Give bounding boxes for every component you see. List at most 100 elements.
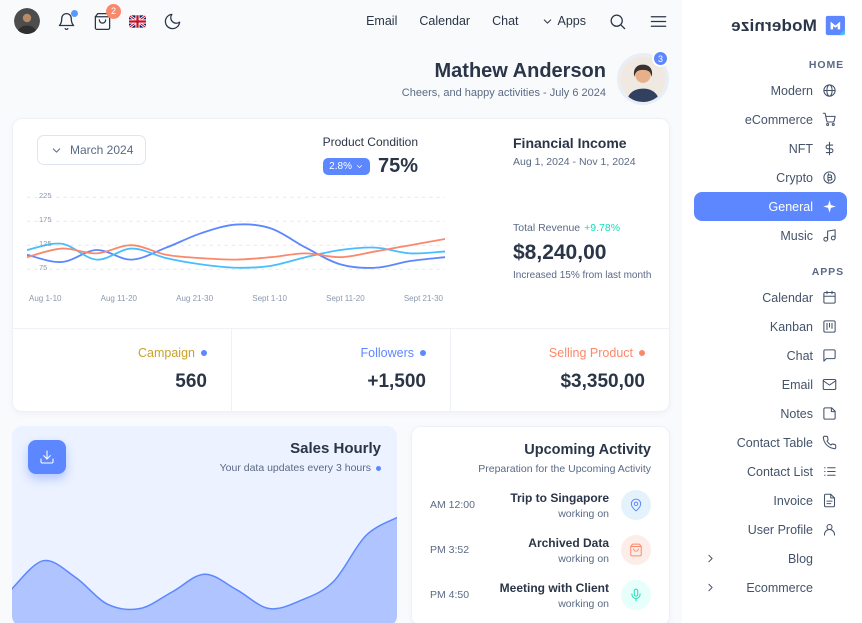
dollar-icon: [822, 141, 837, 156]
sidebar-item-notes[interactable]: Notes: [694, 399, 847, 428]
sidebar-item-label: NFT: [788, 141, 813, 156]
sidebar-item-label: Modern: [770, 83, 813, 98]
sidebar-item-chat[interactable]: Chat: [694, 341, 847, 370]
kanban-icon: [822, 319, 837, 334]
upcoming-activity-card: Upcoming Activity Preparation for the Up…: [411, 426, 670, 623]
nav-apps[interactable]: Apps: [541, 14, 586, 28]
profile-name-block: Mathew Anderson Cheers, and happy activi…: [402, 60, 606, 99]
product-condition-label: Product Condition: [322, 135, 418, 149]
list-item[interactable]: PM 4:50 Meeting with Client working on: [430, 580, 651, 610]
badge-value: 2.8%: [329, 161, 352, 172]
logo[interactable]: Modernize: [731, 14, 847, 37]
logo-text: Modernize: [731, 15, 817, 35]
sales-subtitle: Your data updates every 3 hours: [219, 462, 371, 474]
card-title: Sales Hourly: [290, 440, 381, 457]
list-item[interactable]: AM 12:00 Trip to Singapore working on: [430, 490, 651, 520]
month-selector-label: March 2024: [70, 143, 134, 157]
menu-button[interactable]: [649, 12, 668, 31]
profile-avatar[interactable]: 3: [620, 50, 669, 102]
coin-icon: [822, 170, 837, 185]
sidebar-item-email[interactable]: Email: [694, 370, 847, 399]
card-title: Financial Income: [513, 135, 627, 151]
sidebar-item-label: eCommerce: [744, 112, 813, 127]
y-tick: 225: [39, 191, 52, 200]
financial-chart-svg: [27, 196, 445, 270]
cart-icon: [822, 112, 837, 127]
revenue-delta: +9.78%: [584, 222, 621, 234]
blue-dot: [376, 465, 381, 471]
x-tick: Aug 1-10: [29, 294, 62, 303]
sidebar-item-label: User Profile: [747, 522, 813, 537]
page-title: Mathew Anderson: [434, 59, 607, 82]
activity-heading: Upcoming Activity Preparation for the Up…: [430, 442, 651, 475]
hamburger-icon: [649, 12, 668, 31]
topbar: 2 Email Calendar Chat: [0, 0, 682, 42]
sidebar-item-contact-list[interactable]: Contact List: [694, 457, 847, 486]
chevron-right-icon: [704, 581, 717, 594]
sidebar-item-ecommerce[interactable]: eCommerce: [694, 105, 847, 134]
activity-time: AM 12:00: [430, 499, 475, 511]
sales-area-chart: [12, 509, 397, 623]
language-button[interactable]: [129, 14, 146, 28]
theme-toggle[interactable]: [163, 12, 182, 31]
notification-dot: [71, 9, 78, 17]
cart-button[interactable]: 2: [93, 3, 121, 31]
chevron-down-icon: [541, 15, 554, 28]
sales-heading: Sales Hourly Your data updates every 3 h…: [220, 440, 381, 474]
activity-title: Trip to Singapore: [510, 490, 609, 505]
sidebar-item-blog[interactable]: Blog: [694, 544, 847, 573]
sidebar-item-general[interactable]: General: [694, 192, 847, 221]
finance-card-header: March 2024 Product Condition 2.8% 75%: [13, 119, 669, 180]
x-tick: Sept 21-30: [403, 294, 443, 303]
sidebar-item-nft[interactable]: NFT: [694, 134, 847, 163]
calendar-icon: [822, 290, 837, 305]
activity-status: working on: [558, 552, 609, 565]
chevron-down-icon: [50, 144, 63, 157]
sidebar-item-calendar[interactable]: Calendar: [694, 283, 847, 312]
sidebar-item-ecommerce-app[interactable]: Ecommerce: [694, 573, 847, 602]
download-button[interactable]: [28, 440, 66, 474]
main-area: 2 Email Calendar Chat: [0, 0, 682, 623]
x-tick: Sept 11-20: [326, 294, 365, 303]
chat-bubble-icon: [822, 348, 837, 363]
search-icon: [608, 12, 627, 31]
sidebar-item-invoice[interactable]: Invoice: [694, 486, 847, 515]
notifications-button[interactable]: [57, 9, 78, 31]
product-condition-badge[interactable]: 2.8%: [323, 158, 370, 175]
sidebar-item-label: General: [768, 199, 813, 214]
sidebar-item-crypto[interactable]: Crypto: [694, 163, 847, 192]
sidebar-item-kanban[interactable]: Kanban: [694, 312, 847, 341]
sidebar-item-modern[interactable]: Modern: [694, 76, 847, 105]
activity-subtitle: Preparation for the Upcoming Activity: [478, 463, 651, 475]
stat-value: 560: [175, 371, 207, 392]
moon-icon: [163, 12, 182, 31]
sidebar-item-label: Notes: [780, 406, 813, 421]
sidebar-section-apps: APPS: [811, 266, 844, 278]
nav-chat[interactable]: Chat: [492, 14, 519, 28]
note-icon: [822, 406, 837, 421]
stat-dot: [639, 350, 645, 356]
x-tick: Sept 1-10: [252, 294, 287, 303]
sidebar-item-label: Music: [780, 228, 813, 243]
topbar-left: 2: [14, 3, 182, 34]
search-button[interactable]: [608, 12, 627, 31]
user-avatar[interactable]: [14, 8, 40, 34]
stat-followers: Followers +1,500: [231, 329, 450, 411]
nav-email[interactable]: Email: [366, 14, 398, 28]
activity-title: Meeting with Client: [499, 580, 609, 595]
y-tick: 75: [39, 263, 48, 272]
sidebar-item-contact-table[interactable]: Contact Table: [694, 428, 847, 457]
sidebar-item-music[interactable]: Music: [694, 221, 847, 250]
sidebar-item-user-profile[interactable]: User Profile: [694, 515, 847, 544]
stat-value: +1,500: [367, 371, 426, 392]
month-selector[interactable]: March 2024: [37, 135, 147, 165]
blank-icon-spacer: [822, 551, 837, 566]
bag-icon: [621, 535, 651, 565]
download-icon: [39, 449, 55, 465]
activity-title: Archived Data: [528, 535, 609, 550]
profile-subtitle: Cheers, and happy activities - July 6 20…: [401, 86, 606, 99]
nav-calendar[interactable]: Calendar: [419, 14, 471, 28]
total-revenue-block: Total Revenue +9.78% $8,240,00 Increased …: [513, 190, 651, 314]
list-item[interactable]: PM 3:52 Archived Data working on: [430, 535, 651, 565]
